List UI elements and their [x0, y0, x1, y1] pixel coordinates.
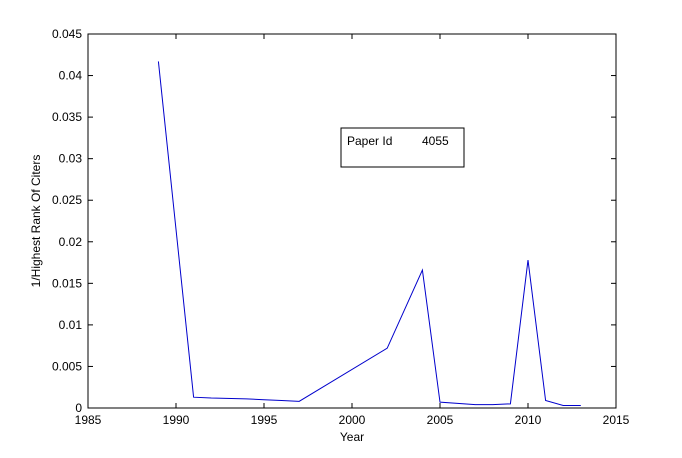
tick-labels: 1985 1990 1995 2000 2005 2010 2015 0 0.005 0.01 0.…	[52, 27, 630, 427]
y-tick-label: 0.03	[59, 152, 83, 166]
x-tick-label: 2015	[603, 413, 630, 427]
y-axis-title: 1/Highest Rank Of Citers	[29, 155, 43, 288]
y-tick-label: 0.025	[52, 193, 82, 207]
x-axis-title: Year	[340, 430, 364, 444]
y-tick-label: 0.02	[59, 235, 83, 249]
annotation-frame	[340, 127, 465, 168]
y-tick-label: 0.015	[52, 276, 82, 290]
x-tick-label: 1985	[75, 413, 102, 427]
x-tick-label: 2000	[339, 413, 366, 427]
x-tick-label: 2005	[427, 413, 454, 427]
x-tick-label: 1995	[251, 413, 278, 427]
annotation-box: Paper Id 4055	[340, 127, 465, 168]
y-tick-label: 0.005	[52, 359, 82, 373]
y-tick-label: 0.035	[52, 110, 82, 124]
x-tick-label: 2010	[515, 413, 542, 427]
y-tick-label: 0.04	[59, 69, 83, 83]
series-layer	[157, 61, 581, 407]
y-tick-label: 0.045	[52, 27, 82, 41]
annotation-label: Paper Id	[347, 134, 392, 148]
plot-area	[87, 33, 617, 409]
axis-ticks	[87, 33, 617, 409]
y-tick-label: 0	[75, 401, 82, 415]
y-tick-label: 0.01	[59, 318, 83, 332]
annotation-value: 4055	[422, 134, 449, 148]
series-line	[157, 61, 581, 407]
x-tick-label: 1990	[163, 413, 190, 427]
